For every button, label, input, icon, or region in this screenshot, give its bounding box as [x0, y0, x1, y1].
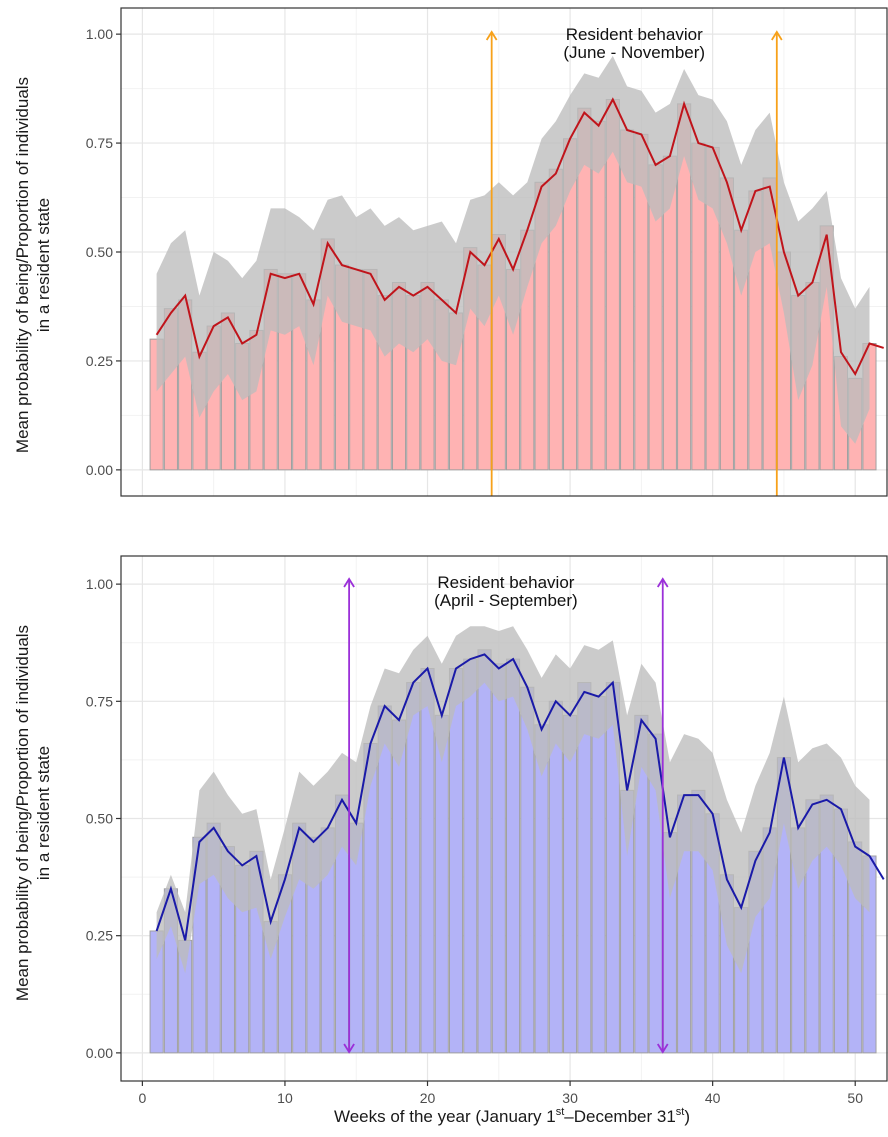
x-axis-title-part1: Weeks of the year (January 1	[334, 1107, 556, 1126]
y-tick-label: 1.00	[86, 576, 113, 592]
bar-week-30	[563, 714, 578, 1054]
bar-week-32	[591, 696, 606, 1054]
y-tick-label: 0.50	[86, 244, 113, 260]
bar-week-17	[377, 705, 392, 1054]
plot-area: Resident behavior(June - November)	[121, 8, 888, 496]
confidence-band	[156, 626, 870, 974]
bar-week-20	[420, 668, 435, 1054]
y-axis-label-bottom-line1: Mean probability of being/Proportion of …	[13, 625, 32, 1001]
plot-area: Resident behavior(April - September)	[121, 556, 888, 1081]
y-tick-label: 0.75	[86, 135, 113, 151]
x-tick-label: 40	[705, 1090, 721, 1106]
y-axis-label-bottom-line2: in a resident state	[34, 746, 53, 880]
x-axis-title-sup2: st	[676, 1106, 685, 1118]
x-tick-label: 30	[562, 1090, 578, 1106]
bar-week-18	[391, 719, 407, 1054]
x-axis-title-part2: –December 31	[564, 1107, 676, 1126]
y-tick-label: 0.25	[86, 353, 113, 369]
x-axis-title: Weeks of the year (January 1st–December …	[334, 1106, 690, 1126]
arrow-head-top-1	[771, 30, 783, 41]
arrow-head-top-0	[343, 577, 355, 588]
arrow-head-bottom-1	[771, 495, 782, 496]
annotation-line1: Resident behavior	[437, 573, 574, 592]
mean-probability-line	[155, 97, 884, 377]
x-axis-title-part3: )	[684, 1107, 690, 1126]
y-axis-label-top-line2: in a resident state	[34, 198, 53, 332]
bar-week-19	[406, 682, 421, 1054]
annotation-line1: Resident behavior	[566, 25, 703, 44]
panel-bottom: Resident behavior(April - September) 0.00…	[86, 555, 888, 1106]
y-tick-label: 0.75	[86, 693, 113, 709]
bar-week-21	[434, 714, 449, 1054]
arrow-head-bottom-1	[656, 1043, 669, 1054]
bar-week-22	[448, 668, 464, 1054]
x-tick-label: 10	[277, 1090, 293, 1106]
y-tick-label: 0.25	[86, 928, 113, 944]
x-tick-label: 20	[420, 1090, 436, 1106]
arrow-head-bottom-0	[486, 495, 497, 496]
bar-week-25	[491, 663, 506, 1054]
mean-probability-line	[155, 653, 885, 941]
x-tick-label: 50	[847, 1090, 863, 1106]
arrow-head-top-0	[485, 30, 498, 41]
x-tick-label: 0	[138, 1090, 146, 1106]
bar-week-23	[463, 658, 478, 1054]
bar-week-24	[477, 649, 492, 1054]
y-axis-label-top-line1: Mean probability of being/Proportion of …	[13, 77, 32, 453]
bar-week-26	[505, 658, 521, 1054]
arrow-head-top-1	[656, 577, 669, 588]
panel-top: Resident behavior(June - November) 0.00 0.…	[86, 7, 888, 497]
y-tick-label: 1.00	[86, 26, 113, 42]
x-axis-title-sup1: st	[556, 1106, 565, 1118]
y-tick-label: 0.50	[86, 811, 113, 827]
annotation-line2: (June - November)	[563, 43, 705, 62]
y-tick-label: 0.00	[86, 462, 113, 478]
arrow-head-bottom-0	[343, 1043, 355, 1054]
y-tick-label: 0.00	[86, 1045, 113, 1061]
annotation-line2: (April - September)	[434, 591, 578, 610]
confidence-band	[156, 55, 870, 444]
